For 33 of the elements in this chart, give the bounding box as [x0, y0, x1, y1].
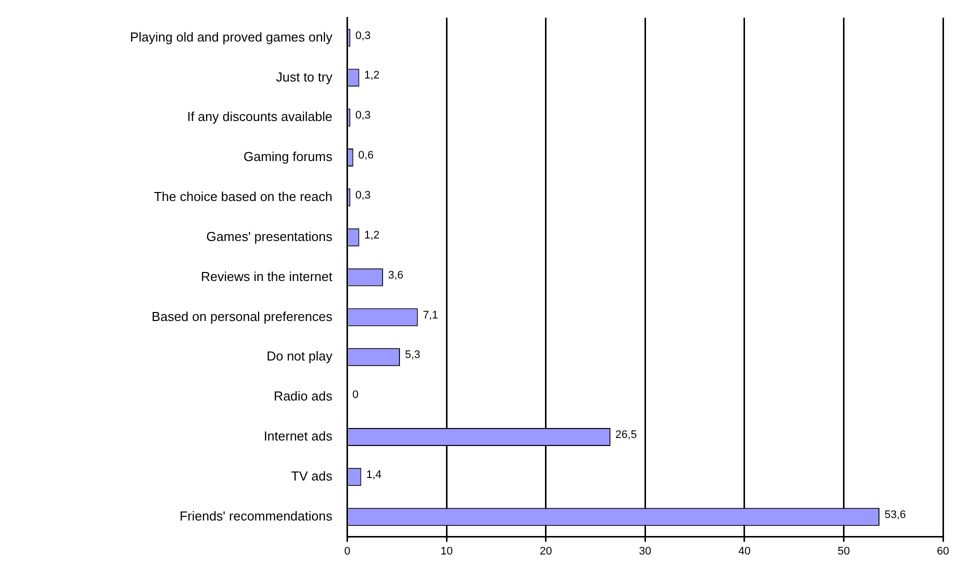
y-tick-label: Friends' recommendations: [180, 508, 333, 524]
y-tick-label: TV ads: [291, 468, 333, 484]
x-tick-label: 40: [738, 545, 751, 558]
x-tick-label: 30: [639, 545, 652, 558]
y-tick-label: The choice based on the reach: [154, 189, 332, 204]
data-label: 7,1: [422, 309, 438, 322]
data-label: 0,3: [355, 189, 371, 202]
y-tick-label: Playing old and proved games only: [130, 29, 333, 44]
data-label: 26,5: [615, 429, 637, 442]
data-label: 0,3: [355, 30, 371, 42]
y-tick-label: Based on personal preferences: [152, 308, 333, 324]
data-label: 0: [352, 389, 358, 402]
x-tick-label: 20: [540, 545, 552, 558]
y-tick-label: Internet ads: [264, 428, 333, 444]
x-tick-label: 0: [344, 545, 350, 558]
data-label: 53,6: [884, 508, 906, 521]
data-label: 0,6: [358, 150, 374, 162]
data-label: 1,4: [366, 468, 382, 481]
y-tick-label: Do not play: [266, 348, 333, 364]
y-tick-label: Just to try: [276, 69, 333, 84]
y-tick-label: Reviews in the internet: [200, 268, 333, 284]
data-label: 3,6: [388, 269, 404, 282]
data-label: 0,3: [355, 110, 371, 122]
y-tick-label: Gaming forums: [243, 149, 333, 164]
x-tick-label: 50: [838, 545, 850, 558]
data-label: 1,2: [364, 229, 380, 242]
y-tick-label: Games' presentations: [206, 228, 333, 244]
data-label: 1,2: [364, 70, 380, 82]
x-tick-label: 10: [440, 545, 453, 558]
y-tick-label: Radio ads: [274, 388, 333, 404]
y-tick-label: If any discounts available: [187, 109, 332, 124]
x-tick-label: 60: [936, 545, 950, 558]
data-label: 5,3: [404, 349, 420, 362]
